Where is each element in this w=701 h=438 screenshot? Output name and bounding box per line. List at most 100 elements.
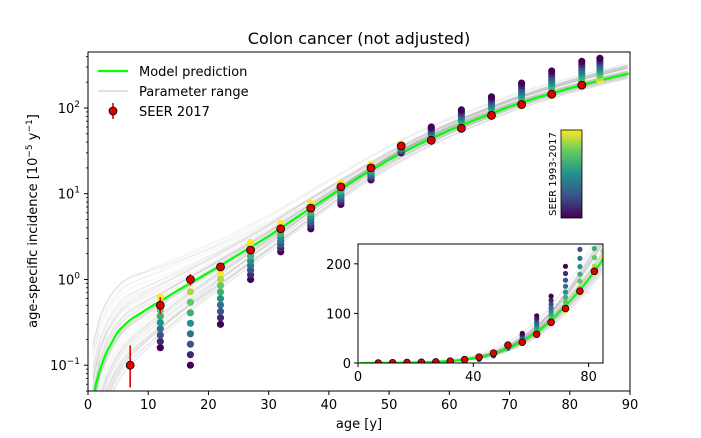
seer-history-point (156, 325, 164, 333)
inset-seer-history-point (562, 294, 569, 300)
seer-history-point (156, 312, 164, 320)
x-axis-label: age [y] (336, 417, 382, 432)
seer-history-point (156, 337, 164, 345)
seer-history-point (457, 106, 465, 114)
inset-seer-2017-point (504, 341, 512, 349)
inset-seer-history-point (577, 278, 583, 284)
seer-history-point (156, 344, 164, 352)
x-tick-label: 20 (200, 398, 217, 413)
parameter-range-curve (92, 68, 628, 369)
model-line-main (93, 72, 630, 391)
x-tick-label: 10 (140, 398, 157, 413)
seer-2017-point (426, 135, 436, 145)
seer-history-point (216, 288, 225, 296)
seer-2017-point (216, 262, 225, 272)
parameter-range-curve (110, 73, 628, 391)
inset-seer-history-point (591, 245, 598, 252)
parameter-range-curve (92, 71, 628, 391)
seer-history-point (216, 320, 225, 328)
seer-history-point (186, 288, 194, 296)
inset-seer-history-point (577, 264, 583, 270)
inset-seer-points (374, 267, 599, 363)
inset-x-tick-label: 0 (354, 370, 362, 385)
seer-history-point (186, 319, 194, 327)
parameter-range-curve (105, 77, 628, 391)
y-tick-label: 10−1 (50, 357, 80, 374)
parameter-range-curve (100, 67, 628, 391)
seer-2017-point (547, 89, 557, 99)
seer-history-point (216, 314, 225, 322)
seer-history-point (216, 301, 225, 309)
y-tick-label: 102 (58, 100, 80, 117)
seer-history-point (596, 54, 604, 62)
seer-history-point (186, 361, 194, 369)
seer-history-point (216, 307, 225, 315)
seer-history-point (186, 340, 194, 348)
x-tick-label: 50 (381, 398, 398, 413)
seer-history-point (186, 330, 194, 338)
inset-frame (357, 243, 604, 364)
seer-history-point (186, 309, 194, 317)
inset-seer-history-point (548, 297, 554, 303)
parameter-range-curve (107, 74, 628, 391)
seer-history-point (247, 238, 255, 247)
inset-seer-history-point (562, 283, 569, 289)
x-tick-label: 40 (321, 398, 338, 413)
parameter-range-curve (92, 71, 628, 389)
parameter-range-curve (102, 66, 628, 391)
seer-2017-point (185, 275, 195, 284)
y-axis-label: age-specific incidence [10−5 y−1] (25, 114, 41, 328)
parameter-range-curve (92, 67, 628, 376)
inset-y-tick-label: 0 (343, 357, 351, 372)
seer-2017-point (155, 300, 165, 310)
parameter-range-curve (106, 75, 628, 391)
parameter-range-curve (92, 72, 628, 352)
inset-seer-2017-point (446, 357, 454, 363)
parameter-range-curve (101, 65, 628, 391)
inset-y-tick-label: 200 (326, 258, 351, 273)
inset-x-tick-label: 80 (580, 370, 597, 385)
seer-2017-point (366, 163, 376, 173)
parameter-range-curve (96, 70, 628, 391)
inset-seer-history-point (548, 301, 554, 307)
legend-model-label: Model prediction (139, 65, 247, 80)
plot-frame (87, 51, 631, 392)
inset-seer-2017-point (547, 318, 555, 327)
parameter-range-curve (112, 76, 628, 391)
seer-history-point (186, 298, 194, 306)
parameter-range-curve (101, 67, 628, 391)
parameter-range-band (92, 63, 628, 391)
y-tick-label: 100 (58, 271, 81, 288)
parameter-range-curve (92, 64, 628, 348)
inset-seer-history-point (600, 248, 603, 254)
parameter-range-curve (92, 71, 628, 390)
y-axis: 10−1 100 101 102 (50, 55, 88, 392)
seer-history-point (156, 331, 164, 339)
seer-2017-point (276, 224, 286, 234)
seer-history-point (216, 275, 225, 283)
seer-history-point (518, 79, 526, 87)
legend-seer-swatch (108, 106, 118, 116)
inset-y-tick-label: 100 (326, 307, 351, 322)
x-tick-label: 60 (441, 398, 458, 413)
parameter-range-curve (92, 63, 628, 347)
inset-seer-history-point (577, 255, 583, 261)
seer-2017-point (517, 100, 526, 109)
seer-2017-point (336, 182, 346, 192)
seer-2017-points (125, 80, 587, 388)
parameter-range-curve (102, 66, 628, 391)
model-prediction-line (93, 72, 630, 391)
parameter-range-curve (97, 76, 628, 391)
inset-seer-history-point (562, 277, 569, 283)
inset-chart: 0 40 80 0 100 200 (326, 243, 604, 385)
x-tick-label: 90 (622, 398, 639, 413)
inset-seer-2017-point (374, 359, 382, 363)
inset-seer-history-point (548, 293, 554, 299)
inset-axes: 0 40 80 0 100 200 (326, 258, 597, 385)
seer-history-point (186, 351, 194, 359)
seer-history-point (427, 123, 435, 131)
parameter-range-curve (96, 76, 628, 391)
parameter-range-curve (93, 66, 628, 391)
inset-seer-2017-point (518, 338, 527, 346)
seer-2017-point (306, 203, 316, 213)
